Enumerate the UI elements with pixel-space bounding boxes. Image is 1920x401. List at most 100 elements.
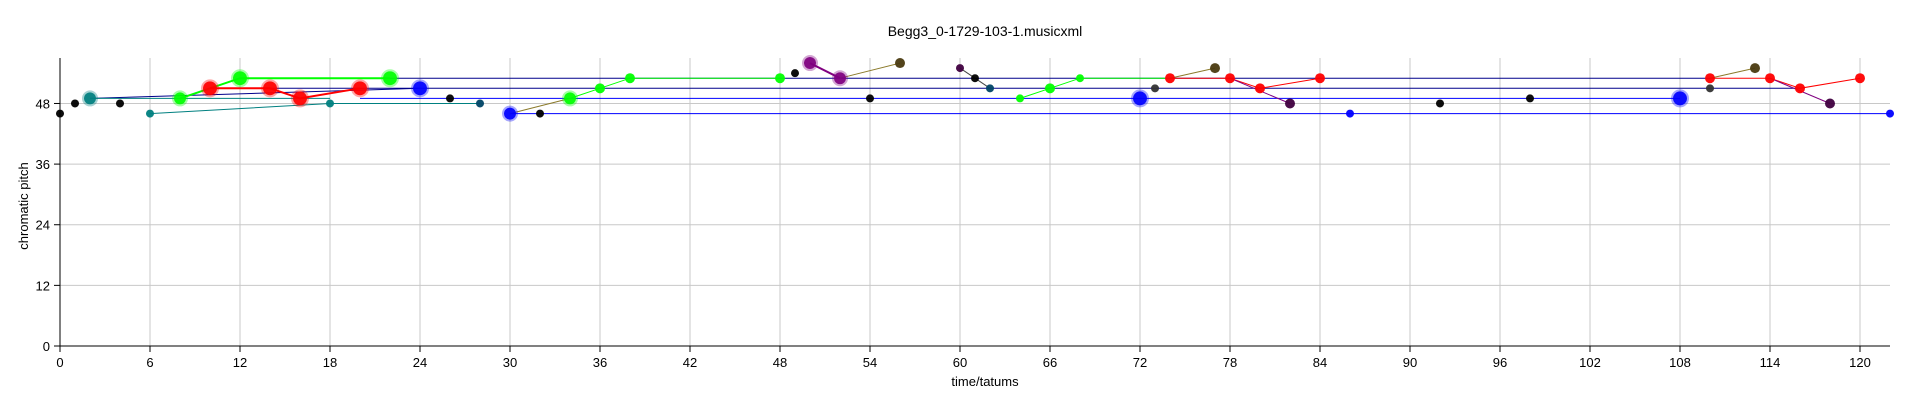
note-point: [1886, 109, 1894, 118]
y-tick-label: 48: [36, 96, 50, 111]
note-point: [1855, 73, 1865, 84]
x-tick-label: 54: [863, 355, 877, 370]
note-point: [1133, 91, 1147, 106]
note-point: [1795, 83, 1805, 94]
x-tick-label: 6: [146, 355, 153, 370]
note-point: [476, 99, 484, 108]
note-point: [956, 64, 964, 73]
note-point: [233, 71, 247, 86]
note-point: [895, 58, 905, 69]
note-point: [595, 83, 605, 94]
y-tick-label: 12: [36, 278, 50, 293]
voice-line: [1019, 77, 1170, 99]
note-point-halo: [291, 89, 309, 108]
note-point-halo: [832, 70, 848, 87]
x-tick-label: 0: [56, 355, 63, 370]
note-point: [971, 74, 979, 83]
note-point: [84, 92, 96, 105]
note-point: [1750, 63, 1760, 74]
note-point: [1436, 99, 1444, 108]
note-point: [1016, 94, 1024, 103]
x-tick-label: 90: [1403, 355, 1417, 370]
voice-line: [210, 87, 361, 100]
note-point-halo: [381, 69, 399, 88]
voice-line: [1710, 77, 1861, 89]
note-point: [263, 81, 277, 96]
note-point: [293, 91, 307, 106]
note-point: [413, 81, 427, 96]
note-point: [353, 81, 367, 96]
note-point: [1225, 73, 1235, 84]
note-point: [446, 94, 454, 103]
x-tick-label: 24: [413, 355, 427, 370]
note-point: [866, 94, 874, 103]
note-point-halo: [1131, 89, 1149, 108]
note-point: [791, 69, 799, 78]
x-tick-label: 30: [503, 355, 517, 370]
note-point: [536, 109, 544, 118]
note-point-halo: [562, 90, 578, 107]
x-tick-label: 108: [1669, 355, 1691, 370]
x-tick-label: 66: [1043, 355, 1057, 370]
x-tick-label: 120: [1849, 355, 1871, 370]
note-point: [146, 109, 154, 118]
note-point-halo: [261, 79, 279, 98]
note-point: [1706, 84, 1714, 93]
voice-line: [839, 62, 901, 79]
x-tick-label: 12: [233, 355, 247, 370]
x-tick-label: 36: [593, 355, 607, 370]
note-point-halo: [1671, 89, 1689, 108]
voice-line: [1709, 67, 1756, 79]
x-tick-label: 42: [683, 355, 697, 370]
note-point: [775, 73, 785, 84]
voice-line: [89, 87, 421, 99]
note-point: [71, 99, 79, 108]
y-tick-label: 24: [36, 218, 50, 233]
axes: 0 6 12 18 24 30 36 42 48 54 60 66 72 78 84 90 96 102 108 11…: [36, 58, 1890, 370]
note-point: [504, 107, 516, 120]
note-point: [625, 73, 635, 84]
note-point-halo: [411, 79, 429, 98]
note-point-halo: [802, 55, 818, 72]
note-point: [383, 71, 397, 86]
note-point: [986, 84, 994, 93]
note-point: [1315, 73, 1325, 84]
note-point: [326, 99, 334, 108]
x-axis-label: time/tatums: [951, 374, 1019, 389]
note-point: [1825, 98, 1835, 109]
chart-title: Begg3_0-1729-103-1.musicxml: [888, 23, 1083, 39]
note-point: [1765, 73, 1775, 84]
x-tick-label: 84: [1313, 355, 1327, 370]
voice-line: [569, 77, 780, 99]
note-point-halo: [201, 79, 219, 98]
note-point: [1285, 98, 1295, 109]
x-tick-label: 114: [1760, 355, 1781, 370]
note-point: [1255, 83, 1265, 94]
x-tick-label: 78: [1223, 355, 1237, 370]
x-tick-label: 48: [773, 355, 787, 370]
grid: [59, 58, 1890, 347]
voice-line: [509, 97, 571, 115]
voice-line: [149, 103, 480, 115]
voice-line: [1169, 67, 1216, 79]
y-tick-label: 0: [43, 339, 50, 354]
note-point: [116, 99, 124, 108]
series-layer: [56, 55, 1894, 122]
note-point: [1673, 91, 1687, 106]
note-point: [1210, 63, 1220, 74]
x-tick-label: 102: [1579, 355, 1601, 370]
note-point: [1526, 94, 1534, 103]
y-axis-label: chromatic pitch: [16, 162, 31, 249]
note-point-halo: [172, 90, 188, 107]
note-point: [174, 92, 186, 105]
note-point: [1165, 73, 1175, 84]
x-tick-label: 96: [1493, 355, 1507, 370]
note-point: [1151, 84, 1159, 93]
note-point: [804, 57, 816, 70]
note-point-halo: [502, 105, 518, 122]
note-point-halo: [82, 90, 98, 107]
x-tick-label: 72: [1133, 355, 1147, 370]
note-point: [203, 81, 217, 96]
y-tick-label: 36: [36, 157, 50, 172]
